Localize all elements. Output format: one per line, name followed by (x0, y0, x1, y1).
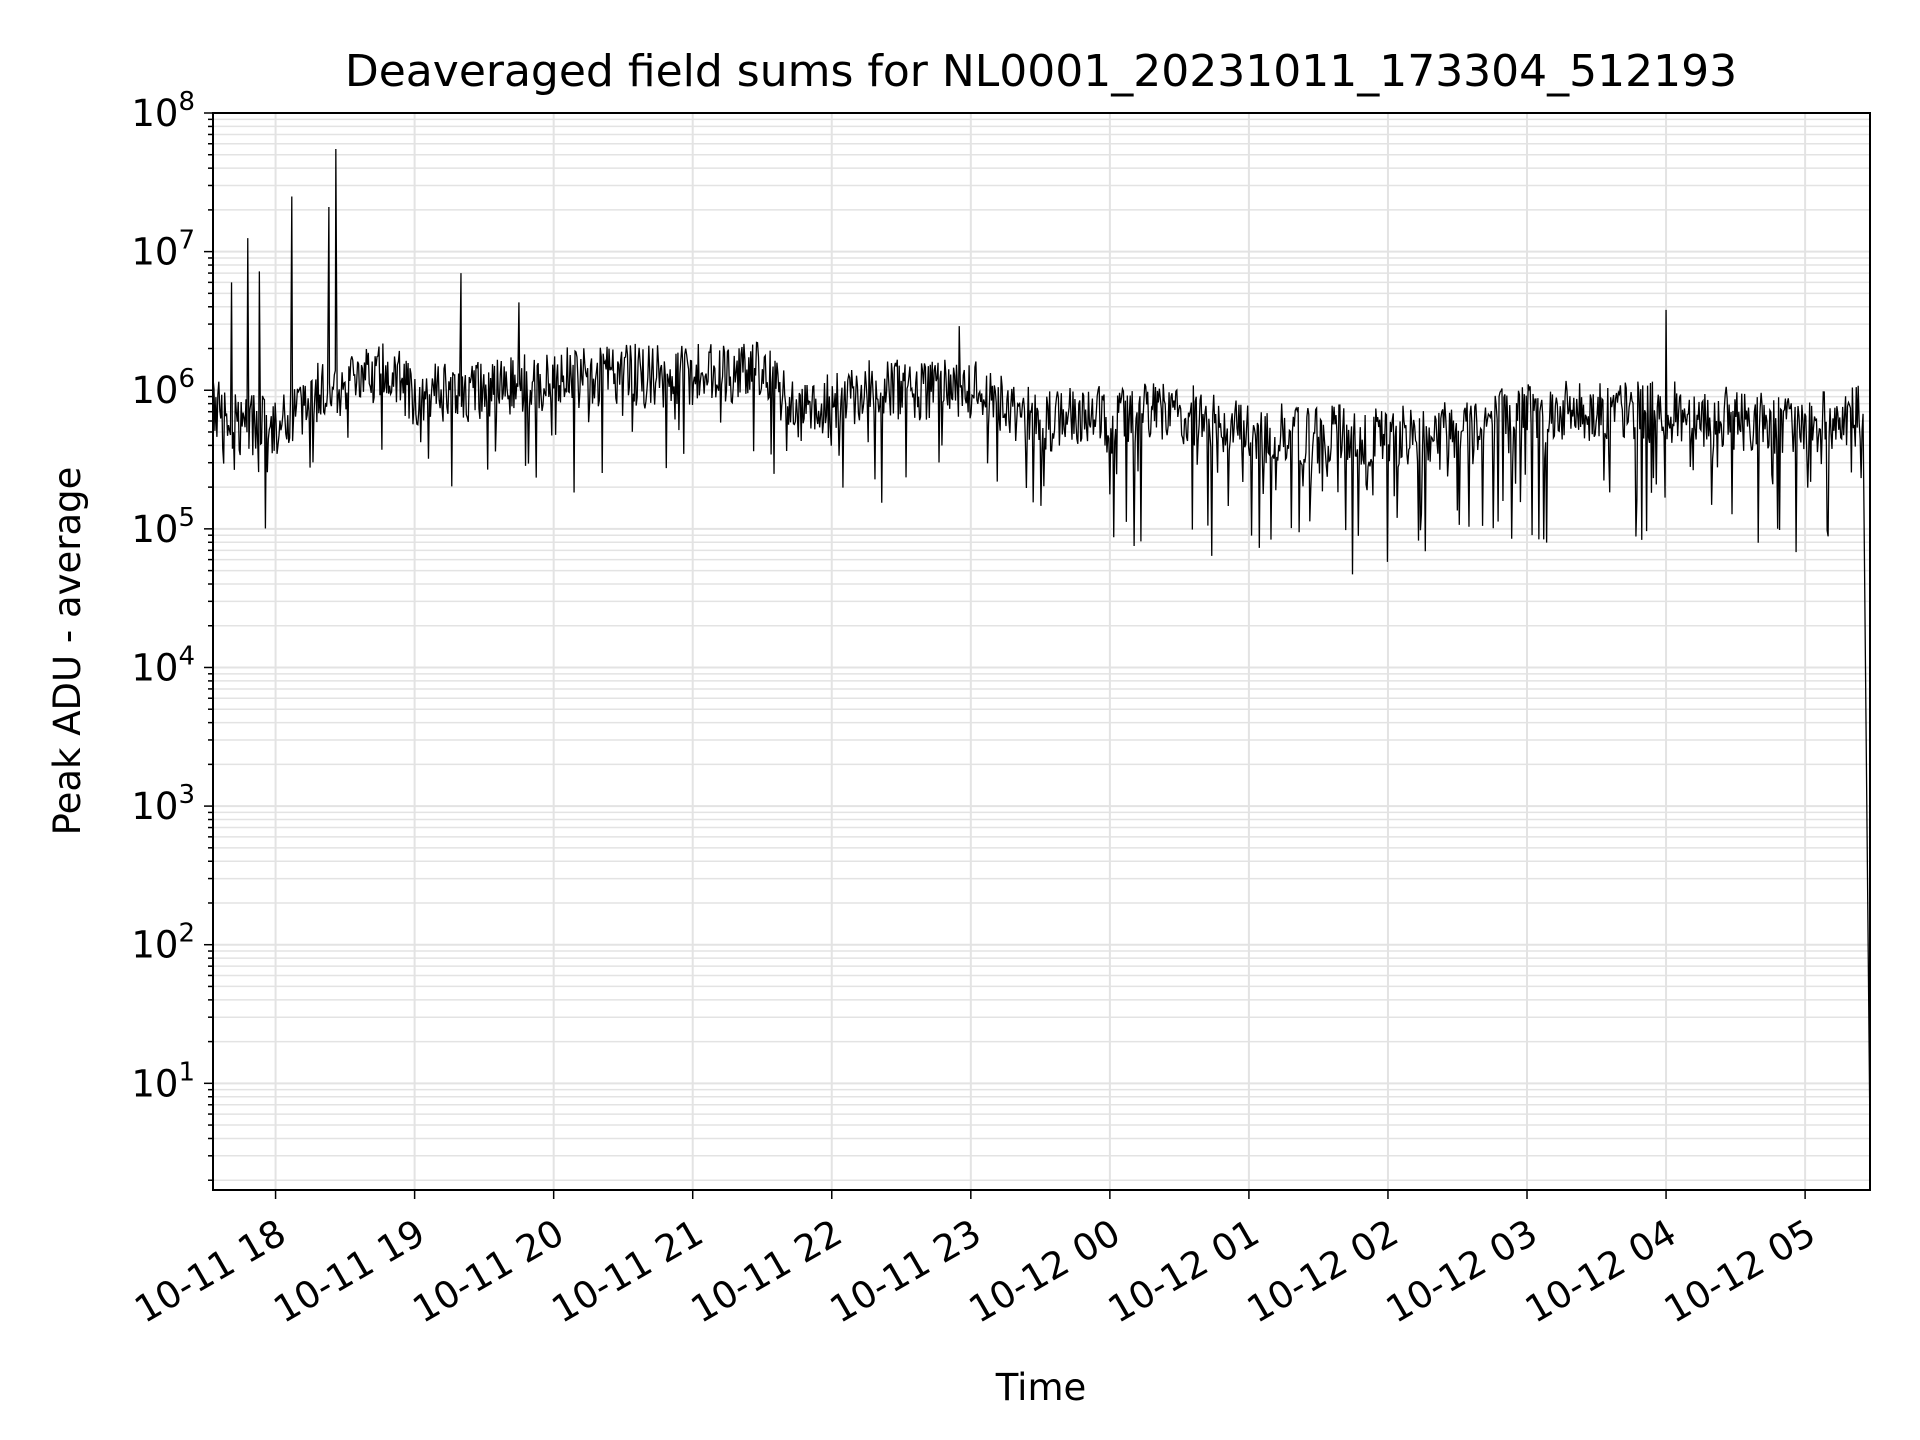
y-tick-label: 108 (131, 87, 195, 135)
x-axis-label: Time (995, 1366, 1087, 1409)
plot-frame (212, 112, 1871, 1191)
y-axis-label: Peak ADU - average (46, 467, 89, 836)
y-tick-label: 103 (131, 780, 195, 828)
y-tick-label: 101 (131, 1057, 195, 1105)
y-tick-label: 107 (131, 226, 195, 274)
y-tick-label: 105 (131, 503, 195, 551)
y-tick-label: 102 (131, 919, 195, 967)
y-tick-label: 104 (131, 641, 195, 689)
y-tick-label: 106 (131, 364, 195, 412)
series-line (212, 148, 1871, 1139)
series-path (212, 148, 1871, 1139)
chart-title: Deaveraged field sums for NL0001_2023101… (345, 46, 1737, 97)
